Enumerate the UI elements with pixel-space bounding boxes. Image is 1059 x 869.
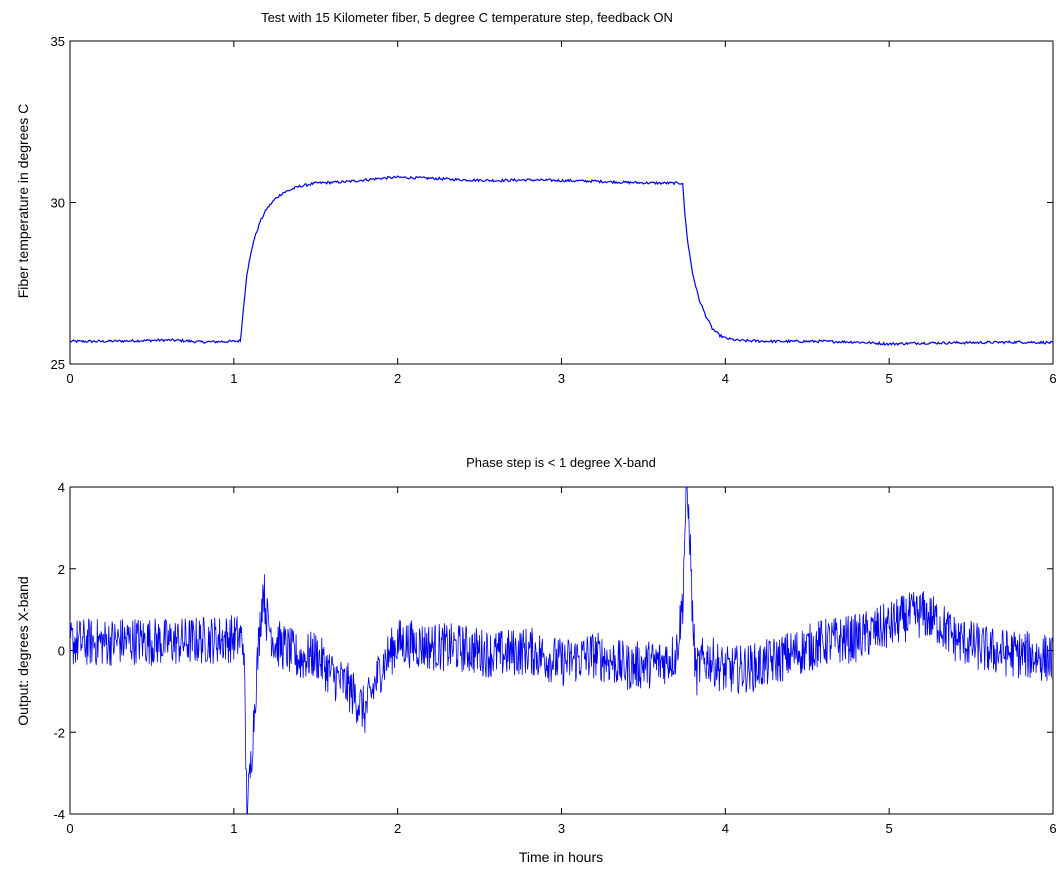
temperature-series-line [69,175,1054,346]
phase-series-line [69,486,1054,815]
chart-title: Phase step is < 1 degree X-band [466,455,656,470]
x-tick-label: 2 [394,371,401,386]
y-axis-label: Output: degrees X-band [15,576,31,725]
y-axis-ticks: 25 30 35 [51,34,1053,372]
y-tick-label: 35 [51,34,65,49]
x-tick-label: 3 [558,821,565,836]
x-tick-label: 4 [722,821,729,836]
x-tick-label: 2 [394,821,401,836]
y-axis-ticks: -4 -2 0 2 4 [53,480,1053,822]
x-axis-label: Time in hours [519,849,603,865]
temperature-chart: Test with 15 Kilometer fiber, 5 degree C… [15,10,1057,386]
x-tick-label: 1 [230,371,237,386]
y-axis-label: Fiber temperature in degrees C [15,104,31,299]
y-tick-label: 2 [58,562,65,577]
chart-title: Test with 15 Kilometer fiber, 5 degree C… [261,10,673,25]
x-tick-label: 1 [230,821,237,836]
y-tick-label: -4 [53,807,65,822]
x-tick-label: 6 [1049,821,1056,836]
phase-chart: Phase step is < 1 degree X-band Output: … [15,455,1057,865]
x-tick-label: 4 [722,371,729,386]
x-tick-label: 0 [66,371,73,386]
x-tick-label: 3 [558,371,565,386]
x-tick-label: 0 [66,821,73,836]
plot-area [69,40,1054,365]
y-tick-label: 30 [51,196,65,211]
y-tick-label: -2 [53,725,65,740]
y-tick-label: 25 [51,357,65,372]
x-tick-label: 5 [886,821,893,836]
x-tick-label: 6 [1049,371,1056,386]
x-axis-ticks: 0 1 2 3 4 5 6 [66,41,1057,386]
y-tick-label: 0 [58,644,65,659]
y-tick-label: 4 [58,480,65,495]
x-axis-ticks: 0 1 2 3 4 5 6 [66,487,1057,836]
x-tick-label: 5 [886,371,893,386]
